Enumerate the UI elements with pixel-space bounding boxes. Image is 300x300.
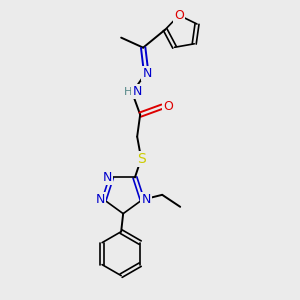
Text: S: S [137,152,146,166]
Text: O: O [163,100,173,113]
Text: H: H [124,87,132,97]
Text: N: N [142,67,152,80]
Text: N: N [133,85,142,98]
Text: N: N [95,193,105,206]
Text: O: O [174,9,184,22]
Text: N: N [142,193,151,206]
Text: N: N [103,171,112,184]
